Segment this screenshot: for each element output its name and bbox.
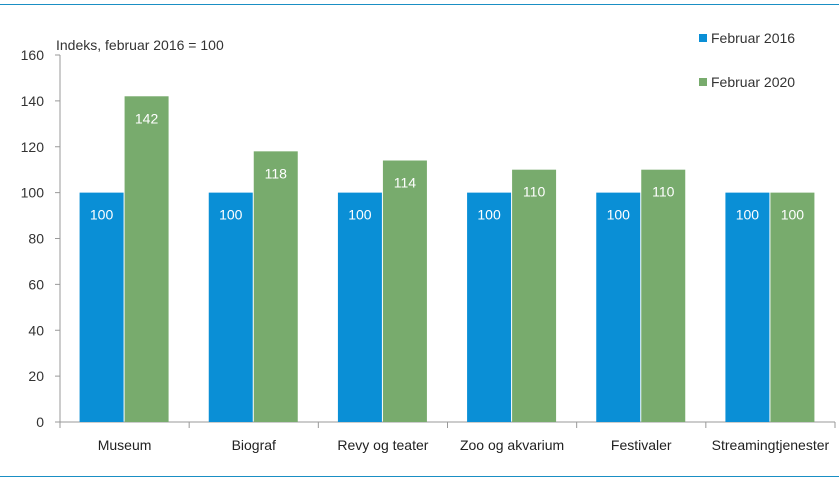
bar-feb-2016 (467, 192, 512, 422)
y-tick-label: 80 (28, 231, 44, 247)
x-category-label: Streamingtjenester (712, 437, 830, 453)
bar-data-label: 100 (736, 207, 760, 223)
x-category-label: Zoo og akvarium (460, 437, 564, 453)
bar-feb-2016 (725, 192, 770, 422)
y-axis-title: Indeks, februar 2016 = 100 (56, 37, 224, 53)
x-category-label: Biograf (232, 437, 276, 453)
y-tick-label: 20 (28, 368, 44, 384)
y-tick-label: 120 (21, 139, 45, 155)
x-category-label: Revy og teater (337, 437, 428, 453)
legend-swatch (699, 78, 707, 86)
y-tick-label: 160 (21, 47, 45, 63)
x-category-label: Museum (98, 437, 152, 453)
bar-data-label: 100 (477, 207, 501, 223)
bar-feb-2020 (124, 96, 169, 422)
y-tick-label: 40 (28, 322, 44, 338)
y-tick-label: 140 (21, 93, 45, 109)
y-tick-label: 60 (28, 276, 44, 292)
bar-feb-2016 (596, 192, 641, 422)
bar-feb-2016 (79, 192, 124, 422)
bar-feb-2020 (770, 192, 815, 422)
legend-label: Februar 2016 (711, 30, 795, 46)
y-tick-label: 100 (21, 185, 45, 201)
bar-data-label: 118 (265, 165, 288, 181)
y-tick-label: 0 (36, 414, 44, 430)
bar-feb-2016 (337, 192, 382, 422)
bar-feb-2020 (253, 151, 298, 422)
top-border (0, 4, 839, 5)
x-category-label: Festivaler (611, 437, 672, 453)
legend-swatch (699, 34, 707, 42)
bar-feb-2020 (512, 169, 557, 422)
legend-label: Februar 2020 (711, 74, 795, 90)
bar-data-label: 100 (348, 207, 372, 223)
bottom-border (0, 476, 839, 477)
bar-data-label: 114 (394, 175, 417, 191)
bar-feb-2020 (382, 160, 427, 422)
bar-feb-2016 (208, 192, 253, 422)
bar-data-label: 100 (219, 207, 243, 223)
bar-data-label: 142 (135, 110, 159, 126)
bar-data-label: 100 (607, 207, 631, 223)
bar-data-label: 110 (523, 184, 546, 200)
bar-data-label: 110 (652, 184, 675, 200)
bar-feb-2020 (641, 169, 686, 422)
bar-data-label: 100 (90, 207, 114, 223)
bar-data-label: 100 (781, 207, 805, 223)
